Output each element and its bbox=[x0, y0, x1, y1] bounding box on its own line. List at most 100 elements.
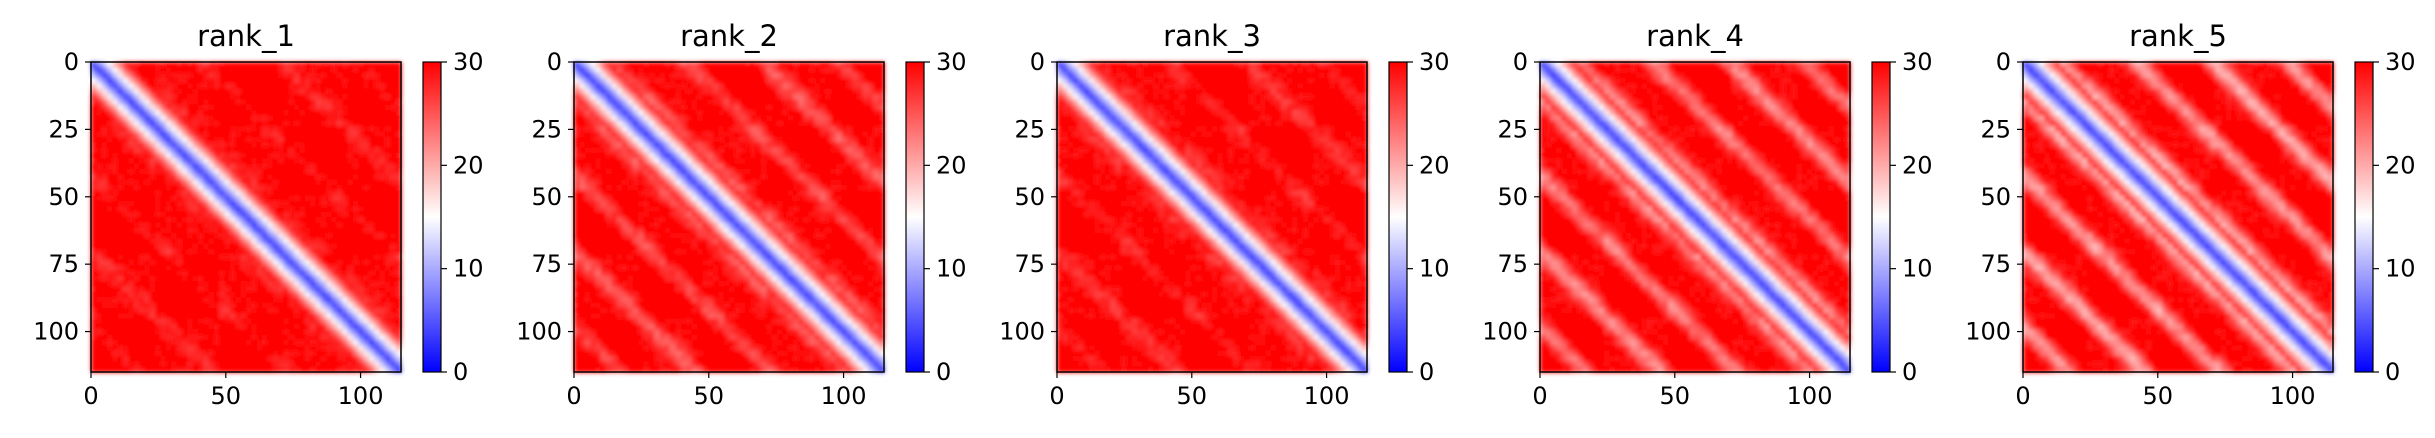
heatmap-cell bbox=[873, 174, 880, 181]
heatmap-cell bbox=[123, 78, 130, 84]
heatmap-cell bbox=[272, 361, 279, 368]
heatmap-cell bbox=[192, 366, 199, 373]
heatmap-cell bbox=[213, 131, 220, 138]
heatmap-cell bbox=[675, 168, 682, 175]
heatmap-cell bbox=[750, 94, 757, 101]
heatmap-cell bbox=[368, 307, 375, 314]
heatmap-cell bbox=[659, 142, 666, 149]
heatmap-cell bbox=[379, 313, 386, 320]
heatmap-cell bbox=[686, 83, 693, 90]
heatmap-cell bbox=[579, 126, 586, 133]
heatmap-cell bbox=[659, 78, 666, 84]
heatmap-cell bbox=[766, 62, 773, 68]
colorbar bbox=[422, 61, 442, 373]
heatmap-cell bbox=[294, 142, 301, 149]
colorbar-tick-label: 20 bbox=[453, 151, 484, 179]
heatmap-cell bbox=[702, 72, 709, 79]
heatmap-cell bbox=[229, 238, 236, 245]
heatmap-cell bbox=[272, 313, 279, 320]
heatmap-cell bbox=[155, 200, 162, 207]
heatmap-cell bbox=[278, 323, 285, 330]
heatmap-cell bbox=[160, 147, 167, 154]
heatmap-cell bbox=[101, 83, 108, 90]
heatmap-cell bbox=[814, 99, 821, 106]
heatmap-cell bbox=[358, 233, 365, 239]
heatmap-cell bbox=[862, 168, 869, 175]
heatmap-cell bbox=[782, 83, 789, 90]
heatmap-cell bbox=[112, 307, 119, 314]
heatmap-cell bbox=[299, 355, 306, 362]
heatmap-cell bbox=[825, 184, 832, 191]
heatmap-cell bbox=[336, 142, 343, 149]
heatmap-cell bbox=[358, 243, 365, 250]
heatmap-cell bbox=[267, 265, 274, 272]
heatmap-cell bbox=[395, 72, 402, 79]
heatmap-cell bbox=[638, 200, 645, 207]
heatmap-cell bbox=[729, 120, 735, 127]
heatmap-cell bbox=[819, 152, 826, 159]
heatmap-cell bbox=[835, 94, 842, 101]
heatmap-cell bbox=[358, 184, 365, 191]
heatmap-cell bbox=[390, 206, 397, 213]
heatmap-cell bbox=[304, 131, 311, 138]
heatmap-cell bbox=[299, 259, 306, 266]
heatmap-cell bbox=[117, 99, 124, 106]
heatmap-cell bbox=[574, 158, 580, 165]
heatmap-cell bbox=[229, 355, 236, 362]
heatmap-cell bbox=[171, 136, 178, 143]
heatmap-cell bbox=[304, 249, 311, 256]
heatmap-cell bbox=[590, 136, 596, 143]
heatmap-cell bbox=[288, 147, 295, 154]
heatmap-cell bbox=[841, 195, 848, 202]
heatmap-cell bbox=[278, 67, 285, 74]
heatmap-cell bbox=[229, 222, 236, 229]
heatmap-cell bbox=[181, 291, 188, 298]
heatmap-cell bbox=[101, 152, 108, 159]
heatmap-cell bbox=[91, 142, 97, 149]
heatmap-cell bbox=[809, 195, 816, 202]
heatmap-cell bbox=[384, 291, 391, 298]
heatmap-cell bbox=[654, 78, 661, 84]
heatmap-cell bbox=[814, 67, 821, 74]
heatmap-cell bbox=[584, 72, 591, 79]
heatmap-cell bbox=[336, 72, 343, 79]
heatmap-cell bbox=[123, 152, 130, 159]
heatmap-cell bbox=[224, 286, 231, 293]
heatmap-cell bbox=[112, 254, 119, 261]
heatmap-cell bbox=[91, 110, 97, 117]
heatmap-cell bbox=[336, 334, 343, 341]
heatmap-cell bbox=[133, 94, 140, 101]
heatmap-cell bbox=[648, 206, 655, 213]
heatmap-cell bbox=[219, 361, 226, 368]
heatmap-cell bbox=[331, 120, 338, 127]
heatmap-cell bbox=[395, 227, 402, 234]
heatmap-cell bbox=[782, 94, 789, 101]
heatmap-cell bbox=[347, 233, 354, 239]
heatmap-cell bbox=[755, 147, 762, 154]
heatmap-cell bbox=[590, 190, 596, 197]
heatmap-cell bbox=[347, 99, 354, 106]
heatmap-cell bbox=[643, 88, 650, 95]
heatmap-cell bbox=[240, 168, 247, 175]
heatmap-cell bbox=[112, 88, 119, 95]
heatmap-cell bbox=[654, 67, 661, 74]
heatmap-cell bbox=[363, 366, 370, 373]
heatmap-cell bbox=[352, 265, 359, 272]
heatmap-cell bbox=[149, 233, 156, 239]
heatmap-cell bbox=[133, 361, 140, 368]
heatmap-cell bbox=[155, 355, 162, 362]
heatmap-cell bbox=[155, 195, 162, 202]
heatmap-cell bbox=[686, 120, 693, 127]
heatmap-cell bbox=[246, 131, 252, 138]
heatmap-cell bbox=[240, 110, 247, 117]
heatmap-cell bbox=[251, 307, 258, 314]
heatmap-cell bbox=[648, 195, 655, 202]
heatmap-cell bbox=[320, 307, 327, 314]
heatmap-cell bbox=[278, 254, 285, 261]
heatmap-cell bbox=[590, 62, 596, 68]
heatmap-cell bbox=[187, 168, 194, 175]
heatmap-cell bbox=[384, 334, 391, 341]
heatmap-cell bbox=[224, 195, 231, 202]
heatmap-cell bbox=[851, 168, 858, 175]
heatmap-cell bbox=[616, 131, 623, 138]
